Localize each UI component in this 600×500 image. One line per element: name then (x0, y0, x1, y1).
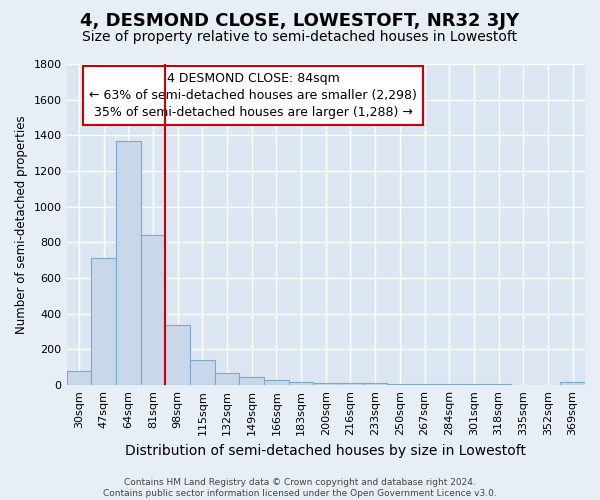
Bar (363, 384, 388, 385)
Bar (313, 382, 338, 385)
Bar (486, 384, 511, 385)
Y-axis label: Number of semi-detached properties: Number of semi-detached properties (15, 116, 28, 334)
Bar (437, 384, 461, 385)
Bar (412, 384, 437, 385)
Bar (560, 382, 585, 385)
X-axis label: Distribution of semi-detached houses by size in Lowestoft: Distribution of semi-detached houses by … (125, 444, 526, 458)
Bar (140, 236, 165, 385)
Bar (264, 380, 289, 385)
Text: 4, DESMOND CLOSE, LOWESTOFT, NR32 3JY: 4, DESMOND CLOSE, LOWESTOFT, NR32 3JY (80, 12, 520, 30)
Bar (91, 258, 116, 385)
Bar (215, 372, 239, 385)
Bar (116, 140, 140, 385)
Text: 4 DESMOND CLOSE: 84sqm
← 63% of semi-detached houses are smaller (2,298)
35% of : 4 DESMOND CLOSE: 84sqm ← 63% of semi-det… (89, 72, 417, 119)
Bar (461, 384, 486, 385)
Bar (239, 377, 264, 385)
Text: Size of property relative to semi-detached houses in Lowestoft: Size of property relative to semi-detach… (82, 30, 518, 44)
Bar (67, 371, 91, 385)
Text: Contains HM Land Registry data © Crown copyright and database right 2024.
Contai: Contains HM Land Registry data © Crown c… (103, 478, 497, 498)
Bar (338, 383, 363, 385)
Bar (289, 382, 313, 385)
Bar (388, 384, 412, 385)
Bar (536, 384, 560, 385)
Bar (511, 384, 536, 385)
Bar (190, 360, 215, 385)
Bar (165, 324, 190, 385)
